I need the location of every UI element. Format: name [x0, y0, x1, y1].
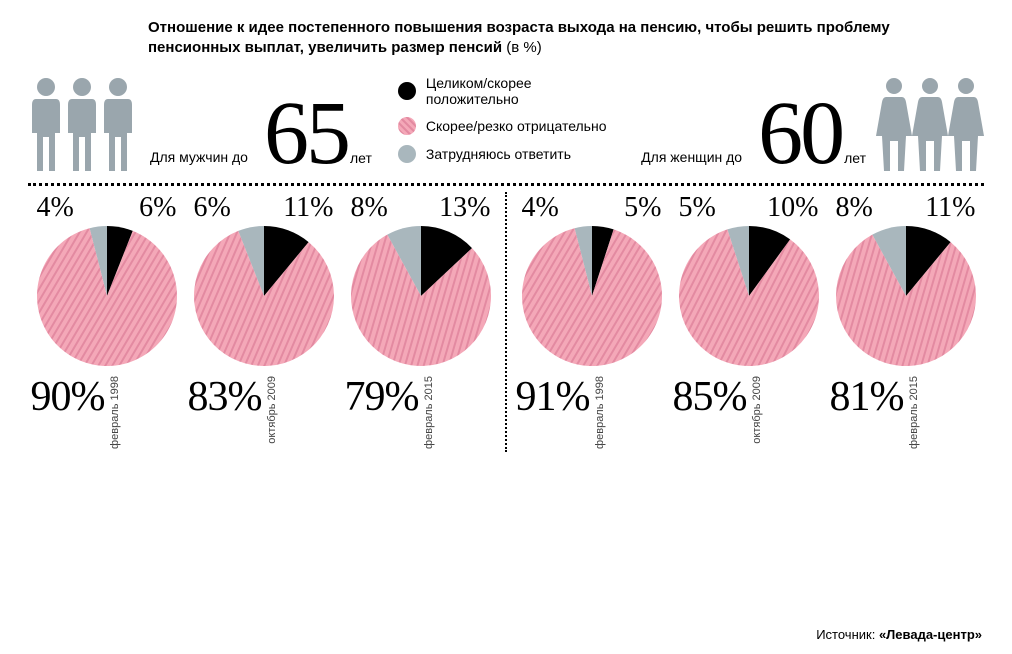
- group-women: Для женщин до 60лет: [637, 73, 984, 173]
- survey-date: февраль 1998: [594, 376, 606, 449]
- positive-pct: 13%: [439, 192, 490, 224]
- dk-pct: 6%: [194, 192, 231, 224]
- dk-pct: 8%: [836, 192, 873, 224]
- pie-block-men-1: 6% 11% 83% октябрь 2009: [188, 192, 340, 453]
- men-label: Для мужчин до: [150, 149, 248, 165]
- survey-date: февраль 2015: [908, 376, 920, 449]
- separator-vertical: [505, 192, 507, 453]
- survey-date: октябрь 2009: [751, 376, 763, 444]
- men-age-num: 65: [264, 84, 348, 183]
- negative-pct: 79%: [345, 376, 419, 418]
- pie-chart: [522, 226, 662, 366]
- pie-slice-negative: [194, 226, 334, 366]
- charts-men: 4% 6% 90% февраль 1998 6% 11%: [28, 192, 499, 453]
- legend-dk: Затрудняюсь ответить: [398, 145, 611, 163]
- dk-pct: 5%: [679, 192, 716, 224]
- pie-chart: [836, 226, 976, 366]
- source-prefix: Источник:: [816, 627, 879, 642]
- negative-pct: 85%: [673, 376, 747, 418]
- negative-pct: 81%: [830, 376, 904, 418]
- pie-chart: [679, 226, 819, 366]
- women-icon: [876, 73, 984, 173]
- pie-chart: [194, 226, 334, 366]
- pie-block-women-0: 4% 5% 91% февраль 1998: [516, 192, 668, 453]
- men-age: 65лет: [264, 96, 372, 173]
- women-age: 60лет: [758, 96, 866, 173]
- pie-block-men-2: 8% 13% 79% февраль 2015: [345, 192, 497, 453]
- legend-negative-label: Скорее/резко отрицательно: [426, 118, 607, 134]
- charts-row: 4% 6% 90% февраль 1998 6% 11%: [28, 192, 984, 453]
- swatch-negative: [398, 117, 416, 135]
- legend-positive: Целиком/скорее положительно: [398, 75, 611, 107]
- positive-pct: 10%: [767, 192, 818, 224]
- infographic-root: Отношение к идее постепенного повышения …: [0, 0, 1012, 654]
- dk-pct: 8%: [351, 192, 388, 224]
- women-age-num: 60: [758, 84, 842, 183]
- men-icon: [28, 73, 136, 173]
- pie-block-women-1: 5% 10% 85% октябрь 2009: [673, 192, 825, 453]
- dk-pct: 4%: [522, 192, 559, 224]
- women-age-suffix: лет: [844, 150, 866, 166]
- negative-pct: 90%: [31, 376, 105, 418]
- dk-pct: 4%: [37, 192, 74, 224]
- pie-block-women-2: 8% 11% 81% февраль 2015: [830, 192, 982, 453]
- source-name: «Левада-центр»: [879, 627, 982, 642]
- negative-pct: 83%: [188, 376, 262, 418]
- charts-women: 4% 5% 91% февраль 1998 5% 10%: [513, 192, 984, 453]
- header-row: Для мужчин до 65лет Целиком/скорее полож…: [28, 73, 984, 173]
- men-silhouettes: [28, 73, 136, 173]
- legend: Целиком/скорее положительно Скорее/резко…: [398, 75, 611, 163]
- women-silhouettes: [876, 73, 984, 173]
- page-title: Отношение к идее постепенного повышения …: [148, 18, 928, 59]
- women-label: Для женщин до: [641, 149, 742, 165]
- legend-positive-label: Целиком/скорее положительно: [426, 75, 611, 107]
- positive-pct: 11%: [925, 192, 975, 224]
- survey-date: февраль 2015: [423, 376, 435, 449]
- swatch-dk: [398, 145, 416, 163]
- pie-block-men-0: 4% 6% 90% февраль 1998: [31, 192, 183, 453]
- survey-date: февраль 1998: [109, 376, 121, 449]
- positive-pct: 6%: [139, 192, 176, 224]
- negative-pct: 91%: [516, 376, 590, 418]
- swatch-positive: [398, 82, 416, 100]
- source: Источник: «Левада-центр»: [816, 627, 982, 642]
- positive-pct: 5%: [624, 192, 661, 224]
- legend-dk-label: Затрудняюсь ответить: [426, 146, 571, 162]
- positive-pct: 11%: [283, 192, 333, 224]
- pie-chart: [37, 226, 177, 366]
- pie-chart: [351, 226, 491, 366]
- men-age-suffix: лет: [350, 150, 372, 166]
- group-men: Для мужчин до 65лет: [28, 73, 372, 173]
- survey-date: октябрь 2009: [266, 376, 278, 444]
- title-hint: (в %): [506, 39, 541, 56]
- legend-negative: Скорее/резко отрицательно: [398, 117, 611, 135]
